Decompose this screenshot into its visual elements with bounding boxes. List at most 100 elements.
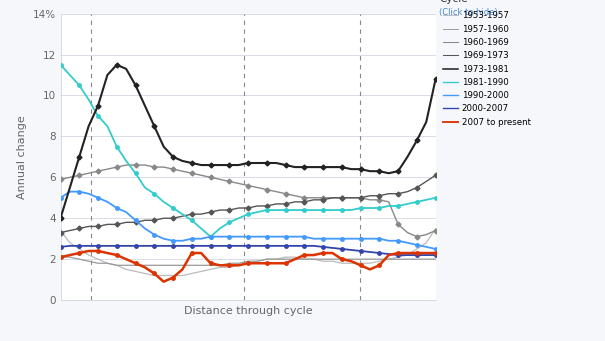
1953-1957 bbox=[76, 247, 83, 251]
1960-1969 bbox=[338, 196, 345, 200]
1960-1969 bbox=[292, 194, 299, 198]
1981-1990 bbox=[66, 73, 74, 77]
1960-1969 bbox=[263, 188, 270, 192]
2007 to present bbox=[207, 261, 214, 265]
1957-1960 bbox=[151, 263, 158, 267]
2000-2007 bbox=[160, 244, 167, 248]
1973-1981 bbox=[207, 163, 214, 167]
1981-1990 bbox=[197, 226, 204, 231]
1953-1957 bbox=[254, 259, 261, 263]
1957-1960 bbox=[207, 263, 214, 267]
2007 to present bbox=[103, 251, 111, 255]
1990-2000 bbox=[188, 237, 195, 241]
1981-1990 bbox=[85, 98, 92, 102]
1960-1969 bbox=[66, 175, 74, 179]
2000-2007 bbox=[197, 244, 204, 248]
1953-1957 bbox=[376, 259, 383, 263]
1973-1981 bbox=[226, 163, 233, 167]
2007 to present bbox=[329, 251, 336, 255]
1969-1973 bbox=[122, 220, 129, 224]
1981-1990 bbox=[282, 208, 289, 212]
1969-1973 bbox=[197, 212, 204, 216]
1957-1960 bbox=[132, 263, 139, 267]
1973-1981 bbox=[394, 169, 402, 173]
1973-1981 bbox=[235, 163, 242, 167]
1960-1969 bbox=[329, 196, 336, 200]
1969-1973 bbox=[151, 218, 158, 222]
1981-1990 bbox=[217, 226, 224, 231]
1960-1969 bbox=[347, 196, 355, 200]
1973-1981 bbox=[179, 159, 186, 163]
1973-1981 bbox=[141, 104, 148, 108]
1953-1957 bbox=[282, 255, 289, 259]
1960-1969 bbox=[366, 198, 373, 202]
1969-1973 bbox=[94, 224, 102, 228]
1960-1969 bbox=[179, 169, 186, 173]
1990-2000 bbox=[432, 247, 439, 251]
1960-1969 bbox=[244, 183, 252, 188]
1957-1960 bbox=[366, 257, 373, 261]
1973-1981 bbox=[432, 77, 439, 81]
1990-2000 bbox=[94, 196, 102, 200]
2000-2007 bbox=[85, 244, 92, 248]
1957-1960 bbox=[141, 263, 148, 267]
1969-1973 bbox=[103, 222, 111, 226]
2000-2007 bbox=[282, 244, 289, 248]
1981-1990 bbox=[422, 198, 430, 202]
2000-2007 bbox=[132, 244, 139, 248]
1981-1990 bbox=[263, 208, 270, 212]
1990-2000 bbox=[132, 218, 139, 222]
1981-1990 bbox=[57, 63, 64, 67]
1969-1973 bbox=[366, 194, 373, 198]
1973-1981 bbox=[94, 104, 102, 108]
1990-2000 bbox=[179, 239, 186, 243]
1973-1981 bbox=[217, 163, 224, 167]
2007 to present bbox=[169, 276, 177, 280]
1990-2000 bbox=[244, 235, 252, 239]
2007 to present bbox=[244, 261, 252, 265]
2007 to present bbox=[338, 257, 345, 261]
2007 to present bbox=[179, 267, 186, 271]
2000-2007 bbox=[254, 244, 261, 248]
2007 to present bbox=[76, 251, 83, 255]
1981-1990 bbox=[160, 200, 167, 204]
1973-1981 bbox=[422, 120, 430, 124]
1973-1981 bbox=[272, 161, 280, 165]
1960-1969 bbox=[160, 165, 167, 169]
1953-1957 bbox=[263, 257, 270, 261]
1960-1969 bbox=[235, 181, 242, 186]
1957-1960 bbox=[376, 257, 383, 261]
2000-2007 bbox=[319, 245, 327, 249]
1969-1973 bbox=[226, 208, 233, 212]
2000-2007 bbox=[385, 252, 392, 256]
1969-1973 bbox=[404, 190, 411, 194]
1981-1990 bbox=[207, 235, 214, 239]
1960-1969 bbox=[103, 167, 111, 171]
2007 to present bbox=[432, 251, 439, 255]
1973-1981 bbox=[292, 165, 299, 169]
1990-2000 bbox=[76, 190, 83, 194]
Text: Cycle: Cycle bbox=[439, 0, 468, 4]
2000-2007 bbox=[422, 253, 430, 257]
1957-1960 bbox=[57, 255, 64, 259]
2000-2007 bbox=[329, 246, 336, 250]
1990-2000 bbox=[263, 235, 270, 239]
1960-1969 bbox=[319, 196, 327, 200]
1953-1957 bbox=[413, 247, 420, 251]
1973-1981 bbox=[188, 161, 195, 165]
2007 to present bbox=[113, 253, 120, 257]
1990-2000 bbox=[310, 237, 317, 241]
2000-2007 bbox=[122, 244, 129, 248]
1953-1957 bbox=[141, 271, 148, 276]
1990-2000 bbox=[226, 235, 233, 239]
1990-2000 bbox=[207, 235, 214, 239]
2007 to present bbox=[188, 251, 195, 255]
2007 to present bbox=[94, 249, 102, 253]
1953-1957 bbox=[160, 273, 167, 278]
1990-2000 bbox=[413, 243, 420, 247]
1969-1973 bbox=[235, 206, 242, 210]
1969-1973 bbox=[357, 196, 364, 200]
1990-2000 bbox=[366, 237, 373, 241]
Line: 1990-2000: 1990-2000 bbox=[59, 190, 437, 251]
1981-1990 bbox=[244, 212, 252, 216]
